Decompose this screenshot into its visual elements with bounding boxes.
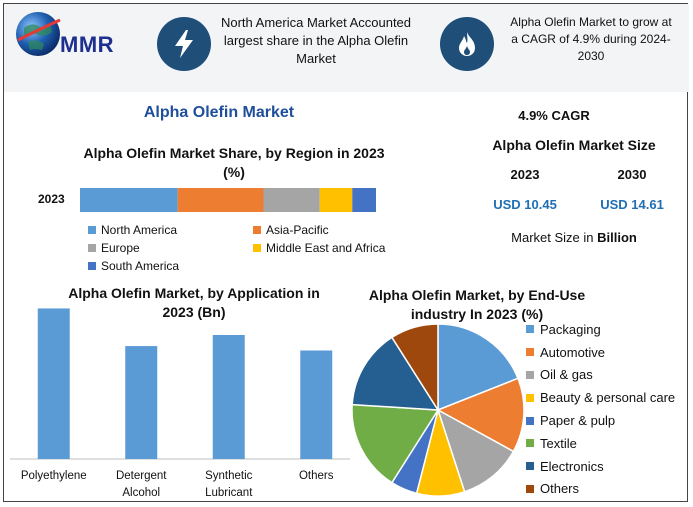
legend-swatch: [88, 226, 96, 234]
pie-legend-item: Textile: [526, 432, 686, 455]
legend-swatch: [526, 416, 534, 425]
market-size-title: Alpha Olefin Market Size: [492, 137, 656, 153]
legend-swatch: [253, 226, 261, 234]
legend-label: Electronics: [540, 458, 604, 474]
lightning-icon: [157, 17, 211, 71]
pie-slice-oil-gas: [436, 408, 515, 493]
pie-legend-item: Oil & gas: [526, 364, 686, 387]
application-tick-label: Detergent: [116, 470, 167, 482]
pie-slice-packaging: [437, 323, 519, 412]
region-legend-item: Middle East and Africa: [253, 241, 385, 255]
pie-legend-item: Others: [526, 478, 686, 501]
region-stacked-bar: [80, 188, 376, 212]
region-chart-title: Alpha Olefin Market Share, by Region in …: [83, 145, 385, 180]
legend-swatch: [526, 393, 534, 402]
legend-swatch: [88, 244, 96, 252]
year-2030: 2030: [617, 167, 647, 182]
legend-label: Packaging: [540, 321, 601, 337]
market-size-note-prefix: Market Size in: [511, 230, 598, 245]
region-legend-item: South America: [88, 259, 179, 273]
header-text-1: North America Market Accounted largest s…: [220, 15, 412, 66]
main-title: Alpha Olefin Market: [143, 104, 295, 121]
value-2023: USD 10.45: [493, 197, 557, 212]
pie-slice-others: [390, 323, 439, 413]
application-tick-label: Polyethylene: [21, 470, 87, 482]
pie-legend-item: Beauty & personal care: [526, 386, 686, 409]
globe-logo-icon: [14, 10, 62, 58]
pie-legend-item: Paper & pulp: [526, 409, 686, 432]
region-segment-north-america: [80, 188, 178, 212]
infographic-frame: MMR North America Market Accounted large…: [3, 3, 689, 502]
application-bar-polyethylene: [37, 308, 70, 459]
region-segment-south-america: [352, 188, 376, 212]
region-segment-europe: [263, 188, 320, 212]
legend-swatch: [526, 325, 534, 334]
market-size-note-unit: Billion: [597, 230, 637, 245]
enduse-pie-chart: [351, 323, 525, 497]
application-tick-label: Lubricant: [205, 487, 253, 499]
legend-swatch: [526, 439, 534, 448]
enduse-legend: Packaging Automotive Oil & gas Beauty & per…: [526, 318, 686, 500]
pie-slice-textile: [351, 403, 440, 484]
pie-legend-item: Electronics: [526, 455, 686, 478]
pie-legend-item: Packaging: [526, 318, 686, 341]
legend-label: Automotive: [540, 344, 606, 360]
header-text-2: Alpha Olefin Market to grow at a CAGR of…: [510, 15, 672, 63]
pie-legend-item: Automotive: [526, 341, 686, 364]
legend-label: Asia-Pacific: [266, 223, 329, 237]
legend-label: Textile: [540, 435, 577, 451]
application-chart-title: Alpha Olefin Market, by Application in 2…: [68, 285, 320, 320]
legend-swatch: [526, 370, 534, 379]
header-band: [4, 4, 689, 92]
application-bar-synthetic-lubricant: [212, 335, 245, 459]
application-tick-label: Alcohol: [122, 487, 160, 499]
region-legend-item: Asia-Pacific: [253, 223, 329, 237]
application-bar-others: [300, 350, 333, 459]
market-size-note: Market Size in Billion: [494, 230, 654, 245]
legend-swatch: [88, 262, 96, 270]
region-legend-item: Europe: [88, 241, 140, 255]
flame-icon: [440, 17, 494, 71]
legend-label: Beauty & personal care: [540, 390, 676, 406]
region-segment-asia-pacific: [177, 188, 264, 212]
year-2023: 2023: [510, 167, 540, 182]
application-tick-label: Synthetic: [205, 470, 253, 482]
pie-slice-electronics: [351, 336, 440, 411]
legend-swatch: [526, 462, 534, 471]
legend-label: Europe: [101, 241, 140, 255]
legend-label: Middle East and Africa: [266, 241, 386, 255]
legend-label: Paper & pulp: [540, 413, 616, 429]
value-2030: USD 14.61: [600, 197, 664, 212]
pie-slice-automotive: [436, 377, 525, 453]
region-legend: North America Asia-Pacific Europe Middle Ea…: [88, 223, 408, 279]
legend-label: North America: [101, 223, 178, 237]
legend-label: South America: [101, 259, 180, 273]
legend-swatch: [526, 484, 534, 493]
region-segment-middle-east-and-africa: [319, 188, 353, 212]
logo-text: MMR: [60, 32, 115, 57]
cagr-text: 4.9% CAGR: [518, 108, 590, 123]
application-bar-detergent-alcohol: [125, 346, 158, 459]
enduse-chart-title: Alpha Olefin Market, by End-Use industry…: [368, 287, 586, 322]
region-bar-category: 2023: [38, 192, 65, 206]
legend-swatch: [253, 244, 261, 252]
application-tick-label: Others: [299, 470, 334, 482]
region-legend-item: North America: [88, 223, 177, 237]
legend-label: Oil & gas: [540, 367, 593, 383]
legend-label: Others: [540, 481, 580, 497]
application-bar-chart: Polyethylene Detergent Alcohol Synthetic Lub…: [10, 308, 350, 499]
legend-swatch: [526, 348, 534, 357]
